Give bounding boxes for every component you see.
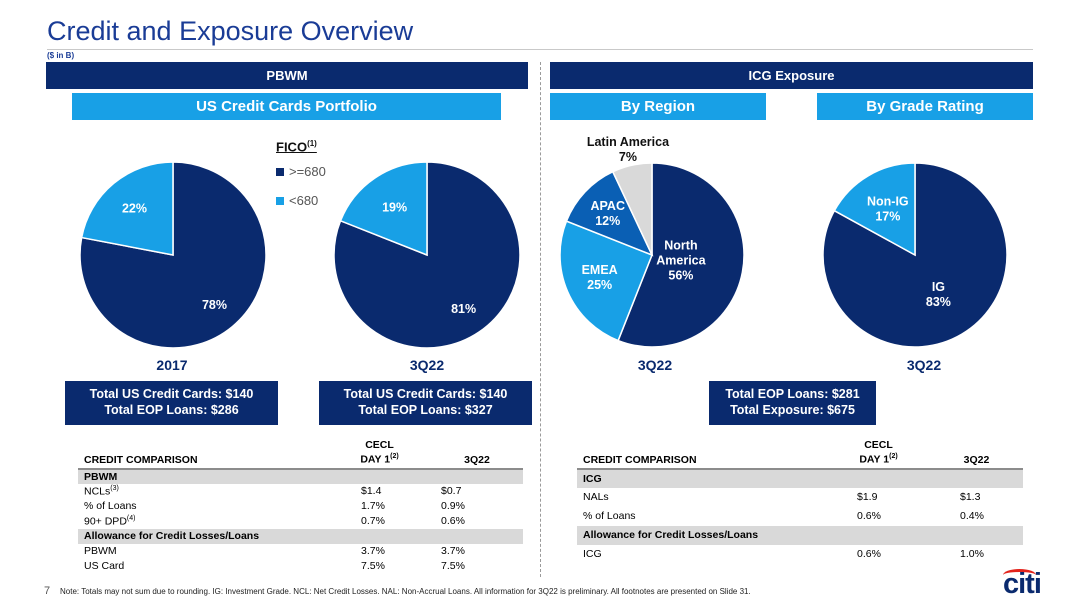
pie-data-label: 81% xyxy=(451,302,476,316)
table-header-row: CREDIT COMPARISON CECL DAY 1(2) 3Q22 xyxy=(577,440,1023,470)
totals-box-icg: Total EOP Loans: $281 Total Exposure: $6… xyxy=(709,381,876,425)
pie-period-3q22-cards: 3Q22 xyxy=(409,357,445,373)
totals-3q22-line1: Total US Credit Cards: $140 xyxy=(343,387,508,401)
table-row: % of Loans 1.7% 0.9% xyxy=(84,500,465,512)
legend-title: FICO(1) xyxy=(276,139,317,155)
col-header-3q22: 3Q22 xyxy=(930,440,1023,470)
table-row: US Card 7.5% 7.5% xyxy=(84,560,465,572)
table-row: NALs $1.9 $1.3 xyxy=(583,491,981,503)
pie-data-label: 78% xyxy=(202,298,227,312)
fico-legend: FICO(1) >=680 <680 xyxy=(276,139,326,208)
by-grade-subheader: By Grade Rating xyxy=(817,93,1033,120)
pie-data-label: IG xyxy=(932,280,945,294)
totals-3q22-line2: Total EOP Loans: $327 xyxy=(358,403,493,417)
pie-period-2017: 2017 xyxy=(156,357,188,373)
legend-swatch-low xyxy=(276,196,284,205)
us-credit-cards-subheader: US Credit Cards Portfolio xyxy=(72,93,501,120)
pie-data-label: 22% xyxy=(122,201,147,215)
col-header-credit: CREDIT COMPARISON xyxy=(577,440,827,470)
pbwm-credit-table: CREDIT COMPARISON CECL DAY 1(2) 3Q22 PBWM… xyxy=(78,440,523,574)
pie-slice-north-america xyxy=(617,162,745,348)
pie-data-label: 56% xyxy=(668,269,693,283)
table-section-row: Allowance for Credit Losses/Loans xyxy=(577,525,1023,545)
totals-2017-line2: Total EOP Loans: $286 xyxy=(104,403,239,417)
pie-period-grade: 3Q22 xyxy=(906,357,942,373)
pie-slice-latin-america xyxy=(611,162,653,256)
pie-chart-2017: 78% 22% xyxy=(79,161,267,349)
pie-data-label: North xyxy=(664,239,697,253)
totals-icg-line1: Total EOP Loans: $281 xyxy=(725,387,860,401)
pie-slice--680 xyxy=(339,161,428,257)
pie-data-label: 7% xyxy=(619,150,637,164)
pie-data-label: APAC xyxy=(590,199,625,213)
pie-chart-3q22-cards: 81% 19% xyxy=(333,161,521,349)
pbwm-header: PBWM xyxy=(46,62,528,89)
pie-period-region: 3Q22 xyxy=(637,357,673,373)
col-header-cecl: CECL DAY 1(2) xyxy=(827,440,930,470)
icg-credit-table: CREDIT COMPARISON CECL DAY 1(2) 3Q22 ICG … xyxy=(577,440,1023,564)
pie-data-label: America xyxy=(656,254,706,268)
icg-exposure-header: ICG Exposure xyxy=(550,62,1033,89)
title-rule xyxy=(47,49,1033,50)
by-region-subheader: By Region xyxy=(550,93,766,120)
table-row: 90+ DPD(4) 0.7% 0.6% xyxy=(84,514,465,528)
legend-item-low: <680 xyxy=(276,193,326,208)
pie-slice--680 xyxy=(80,161,174,256)
legend-label-low: <680 xyxy=(289,193,319,209)
col-header-3q22: 3Q22 xyxy=(431,440,523,470)
pie-data-label: 17% xyxy=(875,210,900,224)
table-section-row: ICG xyxy=(577,468,1023,488)
table-row: NCLs(3) $1.4 $0.7 xyxy=(84,484,462,498)
table-row: % of Loans 0.6% 0.4% xyxy=(583,510,984,522)
table-row: PBWM 3.7% 3.7% xyxy=(84,545,465,557)
section-divider xyxy=(540,62,541,577)
totals-box-3q22: Total US Credit Cards: $140 Total EOP Lo… xyxy=(319,381,532,425)
pie-slice-apac xyxy=(565,170,654,257)
pie-data-label: 19% xyxy=(382,200,407,214)
pie-data-label: 12% xyxy=(595,214,620,228)
table-section-row: PBWM xyxy=(78,468,523,484)
col-header-cecl: CECL DAY 1(2) xyxy=(328,440,431,470)
col-header-credit: CREDIT COMPARISON xyxy=(78,440,328,470)
totals-box-2017: Total US Credit Cards: $140 Total EOP Lo… xyxy=(65,381,278,425)
pie-data-label: Latin America xyxy=(587,135,670,149)
table-header-row: CREDIT COMPARISON CECL DAY 1(2) 3Q22 xyxy=(78,440,523,470)
pie-slice-non-ig xyxy=(833,162,916,257)
legend-label-high: >=680 xyxy=(289,164,326,180)
slide-number: 7 xyxy=(44,585,51,597)
footnote: Note: Totals may not sum due to rounding… xyxy=(60,587,751,596)
pie-slice-emea xyxy=(559,220,653,342)
totals-2017-line1: Total US Credit Cards: $140 xyxy=(89,387,254,401)
citi-logo-arc xyxy=(1003,569,1036,581)
totals-icg-line2: Total Exposure: $675 xyxy=(730,403,855,417)
table-row: ICG 0.6% 1.0% xyxy=(583,548,984,560)
legend-item-high: >=680 xyxy=(276,164,326,179)
legend-swatch-high xyxy=(276,167,284,176)
pie-data-label: Non-IG xyxy=(867,195,909,209)
pie-data-label: 83% xyxy=(926,295,951,309)
units-note: ($ in B) xyxy=(47,51,75,60)
citi-logo: citi xyxy=(1003,568,1042,600)
pie-data-label: EMEA xyxy=(582,263,618,277)
page-title: Credit and Exposure Overview xyxy=(47,16,414,46)
table-section-row: Allowance for Credit Losses/Loans xyxy=(78,528,523,544)
pie-data-label: 25% xyxy=(587,278,612,292)
pie-slice--680 xyxy=(79,161,267,349)
